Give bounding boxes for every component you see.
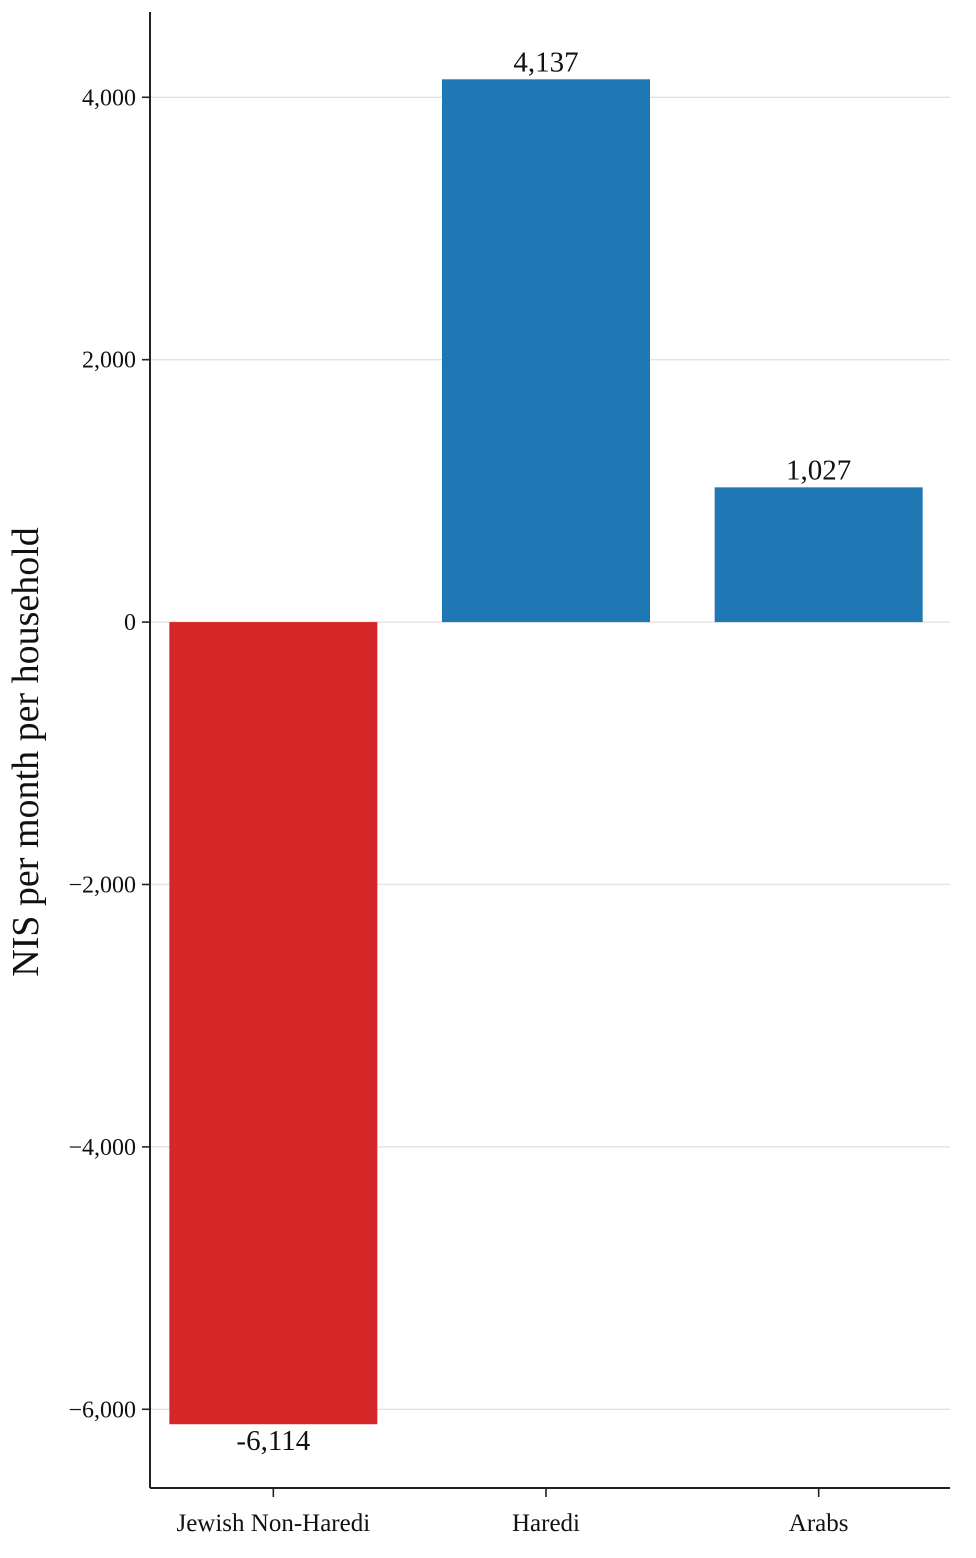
bar-value-label: 1,027	[786, 454, 851, 486]
y-tick-label: −6,000	[68, 1397, 136, 1423]
axes	[149, 12, 950, 1489]
y-axis-label: NIS per month per household	[5, 527, 47, 977]
y-tick-label: 0	[124, 610, 136, 636]
bar-haredi	[442, 79, 650, 623]
x-axis-ticks: Jewish Non-Haredi Haredi Arabs	[176, 1488, 849, 1537]
bar-value-label: 4,137	[513, 46, 578, 78]
bar-arabs	[714, 487, 923, 623]
bar-value-label: -6,114	[236, 1425, 310, 1457]
x-tick-label: Jewish Non-Haredi	[176, 1510, 370, 1537]
y-tick-label: 4,000	[82, 85, 136, 111]
y-axis-ticks: −6,000 −4,000 −2,000 0 2,000 4,000	[68, 85, 150, 1423]
x-tick-label: Arabs	[789, 1510, 849, 1537]
y-tick-label: −4,000	[68, 1135, 136, 1161]
bar-jewish-non-haredi	[169, 622, 378, 1425]
y-tick-label: 2,000	[82, 348, 136, 374]
value-labels: -6,114 4,137 1,027	[236, 46, 851, 1457]
bars	[169, 79, 923, 1425]
x-tick-label: Haredi	[512, 1510, 580, 1537]
y-tick-label: −2,000	[68, 872, 136, 898]
